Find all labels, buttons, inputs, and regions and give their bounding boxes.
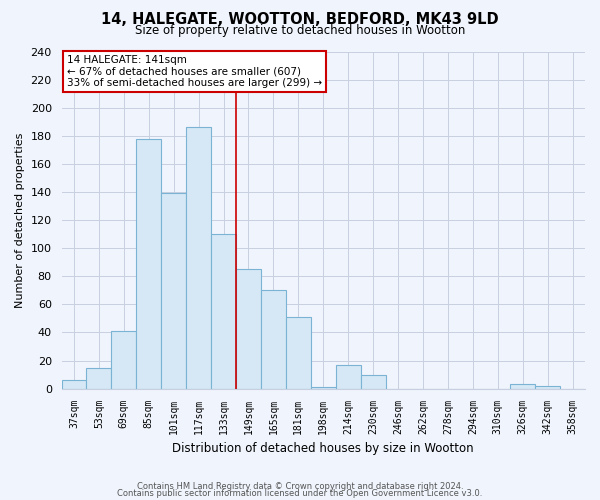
Bar — [211, 234, 236, 388]
Bar — [535, 386, 560, 388]
Text: Contains public sector information licensed under the Open Government Licence v3: Contains public sector information licen… — [118, 490, 482, 498]
Bar — [186, 128, 211, 388]
Text: Contains HM Land Registry data © Crown copyright and database right 2024.: Contains HM Land Registry data © Crown c… — [137, 482, 463, 491]
Bar — [112, 331, 136, 388]
Y-axis label: Number of detached properties: Number of detached properties — [15, 132, 25, 308]
Bar — [161, 194, 186, 388]
Bar — [361, 374, 386, 388]
Bar — [136, 138, 161, 388]
Bar — [261, 290, 286, 388]
Bar — [286, 317, 311, 388]
Bar — [510, 384, 535, 388]
Text: 14, HALEGATE, WOOTTON, BEDFORD, MK43 9LD: 14, HALEGATE, WOOTTON, BEDFORD, MK43 9LD — [101, 12, 499, 28]
Text: 14 HALEGATE: 141sqm
← 67% of detached houses are smaller (607)
33% of semi-detac: 14 HALEGATE: 141sqm ← 67% of detached ho… — [67, 55, 322, 88]
Text: Size of property relative to detached houses in Wootton: Size of property relative to detached ho… — [135, 24, 465, 37]
Bar — [336, 365, 361, 388]
Bar — [236, 270, 261, 388]
Bar — [86, 368, 112, 388]
Bar — [62, 380, 86, 388]
X-axis label: Distribution of detached houses by size in Wootton: Distribution of detached houses by size … — [172, 442, 474, 455]
